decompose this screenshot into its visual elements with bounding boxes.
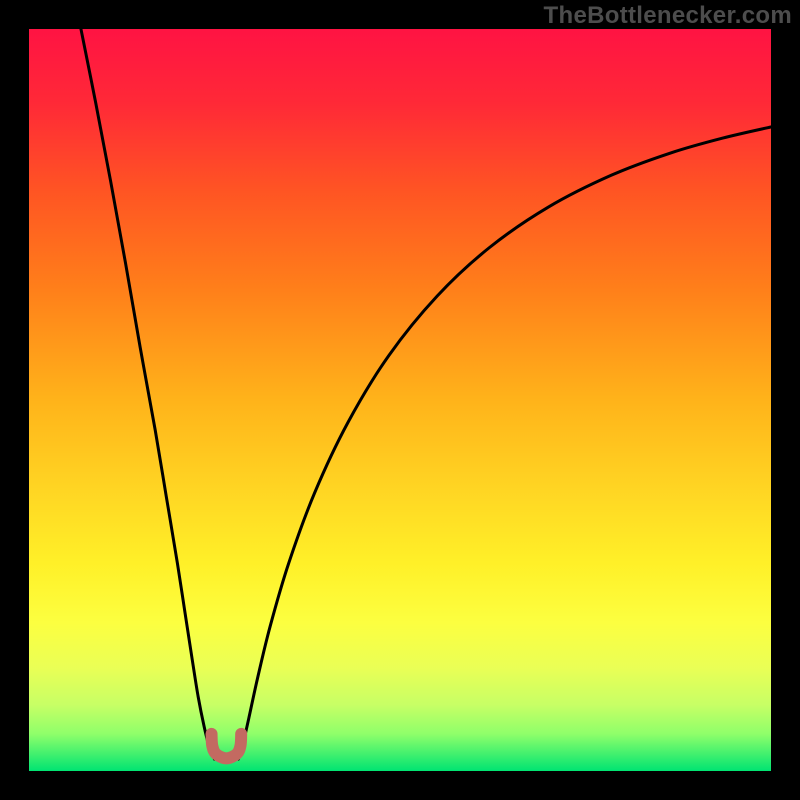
chart-frame: TheBottlenecker.com <box>0 0 800 800</box>
plot-area <box>29 29 771 771</box>
cusp-marker <box>212 734 242 758</box>
right-curve <box>238 127 771 759</box>
left-curve <box>81 29 215 759</box>
curves-layer <box>29 29 771 771</box>
watermark-text: TheBottlenecker.com <box>544 2 792 30</box>
